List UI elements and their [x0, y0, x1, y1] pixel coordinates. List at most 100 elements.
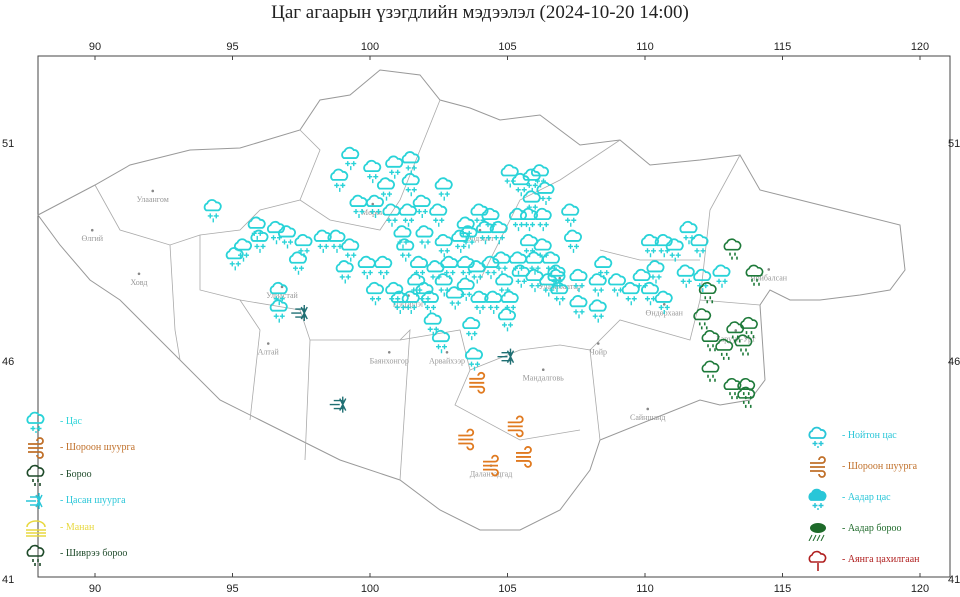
snow-marker: [429, 203, 448, 227]
rain-marker: [701, 360, 720, 382]
rain-marker: [737, 386, 756, 408]
dust-storm-marker: [469, 371, 486, 394]
legend-item: - Аадар бороо: [800, 513, 920, 544]
snow-marker: [550, 281, 569, 306]
legend-label: - Цасан шуурга: [60, 495, 126, 507]
snow-marker: [330, 168, 349, 192]
snow-marker: [693, 268, 712, 293]
snow-marker: [266, 220, 285, 245]
legend-item: - Аадар цас: [800, 482, 920, 513]
city: Ховд: [131, 272, 147, 287]
snow-marker: [382, 203, 401, 227]
city-label: Өлгий: [81, 234, 103, 243]
thunderstorm-icon: [808, 550, 827, 571]
graticule-ticks: 90 90 95 95 100 100 105 105 110 110 115 115 120 120 51…: [2, 41, 960, 595]
city: Баянхонгор: [370, 350, 409, 365]
legend-label: - Шороон шуурга: [60, 442, 136, 454]
dust-storm-marker: [483, 454, 499, 477]
blizzard-icon: [26, 492, 43, 509]
legend-item: - Нойтон цас: [800, 420, 920, 451]
snow-marker: [541, 251, 560, 275]
fog-icon: [26, 520, 46, 538]
snow-marker: [327, 229, 346, 253]
snow-marker: [357, 255, 376, 280]
city-dot: [137, 272, 141, 276]
city: Чойбалсан: [750, 268, 788, 282]
blowing-snow-marker: [497, 348, 515, 365]
rain-marker: [734, 334, 753, 356]
snow-marker: [269, 299, 288, 323]
snow-marker: [203, 199, 222, 223]
snow-marker: [607, 273, 626, 297]
snow-marker: [365, 281, 384, 306]
lat-tick-left: 51: [2, 138, 14, 150]
legend-label: - Цас: [60, 415, 82, 427]
city-dot: [662, 303, 666, 306]
snow-marker: [533, 207, 552, 232]
lat-tick-left: 41: [2, 574, 14, 586]
city-label: Баянхонгор: [370, 356, 409, 365]
snow-marker: [676, 264, 695, 288]
snow-marker: [396, 238, 415, 262]
city-dot: [646, 407, 650, 411]
city-label: Чойбалсан: [750, 273, 787, 282]
city-label: Сайншанд: [630, 413, 666, 422]
lat-tick-right: 46: [948, 356, 960, 368]
legend-label: - Шороон шуурга: [842, 461, 918, 472]
city: Арвайхээр: [429, 350, 465, 365]
rain-marker: [701, 330, 720, 352]
snow-marker: [376, 177, 395, 201]
snow-marker: [569, 268, 588, 293]
snow-marker: [547, 268, 566, 293]
snow-marker: [288, 251, 307, 275]
lon-tick-top: 110: [636, 41, 654, 53]
country-outline: [37, 69, 906, 531]
map-title: Цаг агаарын үзэгдлийн мэдээлэл (2024-10-…: [271, 2, 689, 23]
snow-marker: [445, 286, 464, 310]
city: Өлгий: [81, 228, 104, 243]
snow-shower-icon: [808, 488, 827, 510]
city-dot: [478, 228, 482, 232]
legend-item: - Манан: [18, 514, 135, 541]
city-label: Арвайхээр: [429, 356, 465, 365]
snow-marker: [277, 225, 296, 249]
rain-marker: [698, 282, 717, 304]
snow-marker: [640, 281, 659, 306]
lon-tick-top: 90: [89, 41, 101, 53]
snow-marker: [467, 260, 486, 284]
rain-icon: [26, 465, 45, 487]
snow-marker: [434, 273, 453, 297]
snow-marker: [475, 220, 494, 245]
lat-tick-left: 46: [2, 356, 14, 368]
snow-marker: [250, 229, 269, 253]
legend-item: - Аянга цахилгаан: [800, 544, 920, 575]
snow-marker: [365, 194, 384, 219]
weather-markers: [203, 146, 764, 477]
snow-marker: [385, 281, 404, 306]
city-label: Алтай: [258, 348, 280, 357]
snow-marker: [489, 220, 508, 245]
legend-item: - Шиврээ бороо: [18, 541, 135, 568]
city: Улиастай: [266, 285, 299, 300]
lon-tick-bottom: 105: [498, 583, 516, 595]
city-dot: [266, 342, 270, 345]
city: Алтай: [258, 342, 280, 357]
city-label: Цэцэрлэг: [393, 300, 425, 309]
city-dot: [280, 285, 284, 289]
snow-marker: [434, 234, 453, 258]
rain-marker: [715, 338, 734, 360]
snow-marker: [341, 238, 360, 262]
rain-marker: [737, 377, 756, 400]
snow-marker: [335, 260, 354, 284]
snow-icon: [26, 411, 45, 434]
legend-item: - Цас: [18, 408, 135, 435]
legend-item: - Шороон шуурга: [800, 451, 920, 482]
snow-marker: [269, 281, 288, 306]
snow-marker: [522, 168, 541, 192]
dust-storm-icon: [28, 436, 44, 459]
snow-marker: [390, 290, 409, 314]
snow-marker: [401, 151, 420, 175]
snow-marker: [398, 203, 417, 227]
snow-marker: [349, 194, 368, 219]
